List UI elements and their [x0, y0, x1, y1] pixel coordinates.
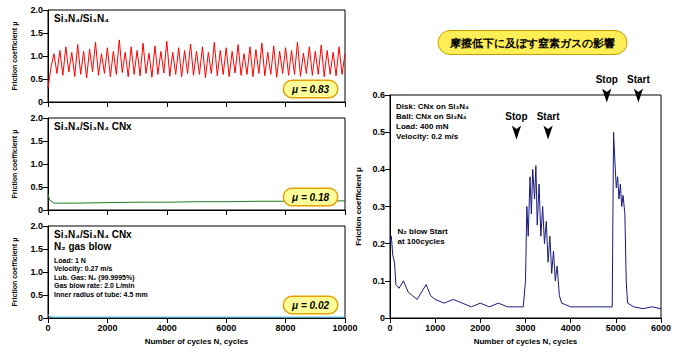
svg-text:Friction coefficient μ: Friction coefficient μ	[354, 167, 363, 246]
svg-text:Velocity: 0.2 m/s: Velocity: 0.2 m/s	[396, 132, 459, 141]
svg-text:Start: Start	[627, 74, 650, 85]
svg-text:1000: 1000	[425, 323, 445, 333]
svg-text:0.5: 0.5	[30, 74, 43, 84]
svg-text:Load: 1 N: Load: 1 N	[54, 257, 86, 264]
svg-text:Inner radius of tube: 4.5 mm: Inner radius of tube: 4.5 mm	[54, 291, 148, 298]
svg-text:Si₃N₄/Si₃N₄ CNx: Si₃N₄/Si₃N₄ CNx	[54, 121, 132, 132]
svg-text:at 100cycles: at 100cycles	[398, 237, 446, 246]
svg-text:μ = 0.18: μ = 0.18	[291, 192, 329, 203]
svg-text:Friction coefficient μ: Friction coefficient μ	[11, 22, 19, 91]
svg-text:0.1: 0.1	[372, 276, 385, 286]
svg-text:2000: 2000	[97, 323, 117, 333]
svg-text:6000: 6000	[651, 323, 671, 333]
svg-text:摩擦低下に及ぼす窒素ガスの影響: 摩擦低下に及ぼす窒素ガスの影響	[449, 37, 615, 50]
svg-text:0.5: 0.5	[372, 127, 385, 137]
svg-text:8000: 8000	[276, 323, 296, 333]
svg-text:1.0: 1.0	[30, 159, 43, 169]
svg-text:6000: 6000	[216, 323, 236, 333]
svg-text:4000: 4000	[561, 323, 581, 333]
svg-text:2.0: 2.0	[30, 221, 43, 231]
svg-text:2.0: 2.0	[30, 5, 43, 15]
svg-text:Friction coefficient μ: Friction coefficient μ	[11, 238, 19, 307]
svg-text:0: 0	[38, 97, 43, 107]
svg-text:0.3: 0.3	[372, 202, 385, 212]
svg-text:N₂ gas blow: N₂ gas blow	[54, 241, 111, 252]
svg-text:μ = 0.83: μ = 0.83	[291, 84, 329, 95]
svg-text:Friction coefficient μ: Friction coefficient μ	[11, 130, 19, 199]
svg-text:1.5: 1.5	[30, 28, 43, 38]
svg-text:Si₃N₄/Si₃N₄ CNx: Si₃N₄/Si₃N₄ CNx	[54, 229, 132, 240]
svg-text:0: 0	[38, 205, 43, 215]
svg-text:Disk: CNx on Si₃N₄: Disk: CNx on Si₃N₄	[396, 102, 469, 111]
svg-text:0.4: 0.4	[372, 164, 385, 174]
svg-text:N₂ blow Start: N₂ blow Start	[398, 227, 449, 236]
svg-text:Load: 400 mN: Load: 400 mN	[396, 122, 449, 131]
svg-text:Ball: CNx on Si₃N₄: Ball: CNx on Si₃N₄	[396, 112, 467, 121]
svg-text:5000: 5000	[606, 323, 626, 333]
svg-text:μ = 0.02: μ = 0.02	[291, 300, 329, 311]
svg-text:0.5: 0.5	[30, 182, 43, 192]
svg-text:4000: 4000	[157, 323, 177, 333]
svg-text:1.0: 1.0	[30, 51, 43, 61]
svg-text:0: 0	[38, 313, 43, 323]
svg-text:1.5: 1.5	[30, 136, 43, 146]
svg-text:0.5: 0.5	[30, 290, 43, 300]
svg-text:Lub. Gas: N₂ (99.9995%): Lub. Gas: N₂ (99.9995%)	[54, 274, 135, 282]
svg-text:3000: 3000	[515, 323, 535, 333]
svg-text:1.5: 1.5	[30, 244, 43, 254]
svg-text:1.0: 1.0	[30, 267, 43, 277]
svg-text:Si₃N₄/Si₃N₄: Si₃N₄/Si₃N₄	[54, 13, 109, 24]
svg-text:Number of cycles N, cycles: Number of cycles N, cycles	[145, 337, 249, 346]
svg-text:Start: Start	[537, 111, 560, 122]
svg-text:Gas blow rate: 2.0 L/min: Gas blow rate: 2.0 L/min	[54, 282, 135, 289]
svg-text:0.6: 0.6	[372, 90, 385, 100]
svg-text:0: 0	[380, 313, 385, 323]
svg-text:0.2: 0.2	[372, 239, 385, 249]
svg-text:Number of cycles N, cycles: Number of cycles N, cycles	[474, 337, 578, 346]
svg-text:0: 0	[387, 323, 392, 333]
svg-text:2.0: 2.0	[30, 113, 43, 123]
svg-text:Stop: Stop	[596, 74, 618, 85]
svg-text:10000: 10000	[332, 323, 357, 333]
svg-text:Stop: Stop	[505, 111, 527, 122]
svg-text:0: 0	[45, 323, 50, 333]
svg-text:2000: 2000	[470, 323, 490, 333]
svg-text:Velocity: 0.27 m/s: Velocity: 0.27 m/s	[54, 265, 112, 273]
